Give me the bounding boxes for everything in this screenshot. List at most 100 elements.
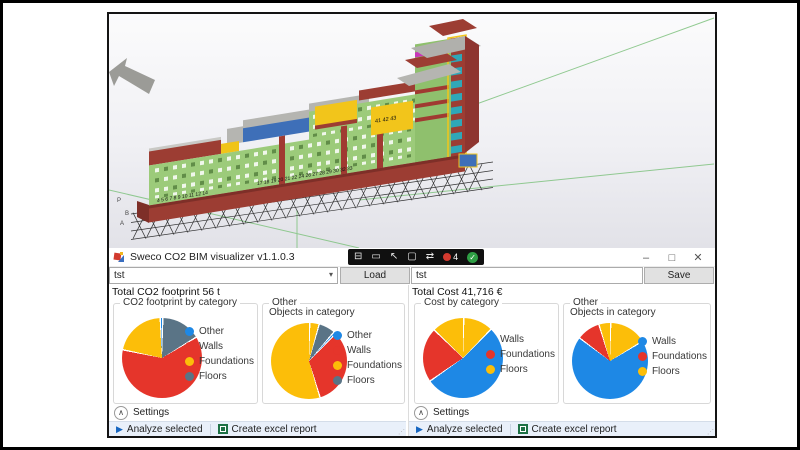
group-subtitle: Objects in category <box>269 307 355 318</box>
window-title: Sweco CO2 BIM visualizer v1.1.0.3 <box>130 251 295 263</box>
cost-objects-pie <box>572 323 648 399</box>
pile-grid <box>130 161 494 240</box>
legend-label: Other <box>198 326 224 337</box>
excel-icon <box>517 424 528 434</box>
load-file-combobox[interactable]: tst ▾ <box>109 267 338 284</box>
switch-icon[interactable]: ⇄ <box>425 251 435 262</box>
cost-objects-group: Other Objects in category Walls Foundati… <box>563 297 711 404</box>
group-title: Other <box>570 297 602 308</box>
close-button[interactable]: ✕ <box>693 252 703 264</box>
legend-label: Floors <box>346 375 375 386</box>
create-excel-report-button[interactable]: Create excel report <box>511 422 624 436</box>
legend-item: Walls <box>332 345 402 356</box>
group-title: Other <box>269 297 301 308</box>
axis-label-group: P B A <box>117 198 129 227</box>
legend-dot <box>485 365 495 374</box>
legend-dot <box>485 350 495 359</box>
co2-settings-expander[interactable]: ∧ Settings <box>109 404 169 421</box>
legend-dot <box>332 376 342 385</box>
toolbar-separator <box>509 423 511 435</box>
legend-item: Walls <box>637 336 707 347</box>
bim-3d-viewport[interactable]: 4 5 6 7 8 9 10 11 12 14 17 18 19 20 21 2… <box>109 14 715 248</box>
status-check-icon[interactable]: ✓ <box>467 251 479 263</box>
legend-label: Foundations <box>651 351 707 362</box>
analyze-selected-button[interactable]: ▶ Analyze selected <box>109 422 210 436</box>
legend-dot <box>184 327 194 336</box>
legend-item: Other <box>332 330 402 341</box>
legend-item: Foundations <box>637 351 707 362</box>
legend-label: Walls <box>499 334 525 345</box>
window-titlebar[interactable]: Sweco CO2 BIM visualizer v1.1.0.3 ⊟ ▭ ↖ … <box>109 248 715 267</box>
legend-dot <box>637 352 647 361</box>
load-button[interactable]: Load <box>340 267 410 284</box>
legend: Walls Foundations Floors <box>637 336 707 377</box>
legend-label: Floors <box>499 364 528 375</box>
legend-dot <box>332 331 342 340</box>
capture-toolbar: ⊟ ▭ ↖ ▢ ⇄ 4 ✓ <box>348 249 485 265</box>
cost-total-label: Total Cost 41,716 € <box>412 286 503 298</box>
chevron-up-icon: ∧ <box>414 405 428 420</box>
display-capture-icon[interactable]: ⊟ <box>354 251 363 262</box>
axis-label-b: B <box>125 211 129 217</box>
legend-dot <box>485 335 495 344</box>
legend-item: Foundations <box>184 356 254 367</box>
settings-label: Settings <box>133 407 170 418</box>
analyze-selected-button[interactable]: ▶ Analyze selected <box>409 422 510 436</box>
co2-panel: Total CO2 footprint 56 t CO2 footprint b… <box>109 285 408 436</box>
camera-icon[interactable]: ▭ <box>371 251 381 262</box>
play-icon: ▶ <box>116 423 123 434</box>
legend-label: Floors <box>651 366 680 377</box>
legend-label: Walls <box>651 336 677 347</box>
legend-item: Foundations <box>332 360 402 371</box>
legend-label: Other <box>346 330 372 341</box>
gray-arrow-geometry <box>109 58 155 94</box>
legend-label: Foundations <box>499 349 555 360</box>
legend-label: Foundations <box>346 360 402 371</box>
save-button[interactable]: Save <box>644 267 714 284</box>
toolbar-separator <box>209 423 211 435</box>
save-name-input[interactable]: tst <box>411 267 643 284</box>
grid-numbers-upper: 41 42 43 <box>375 115 396 124</box>
record-badge[interactable]: 4 <box>443 252 458 262</box>
group-title: CO2 footprint by category <box>120 297 240 308</box>
axis-label-p: P <box>117 198 121 204</box>
legend-item: Foundations <box>485 349 555 360</box>
content-frame: 4 5 6 7 8 9 10 11 12 14 17 18 19 20 21 2… <box>107 12 717 438</box>
group-title: Cost by category <box>421 297 503 308</box>
resize-grip-icon[interactable]: ⋰ <box>707 429 714 436</box>
legend-label: Walls <box>198 341 224 352</box>
chevron-down-icon: ▾ <box>328 270 333 279</box>
legend-item: Walls <box>184 341 254 352</box>
legend: Other Walls Foundations Floors <box>332 330 402 386</box>
co2-total-label: Total CO2 footprint 56 t <box>112 286 220 298</box>
legend-dot <box>184 342 194 351</box>
window-capture-icon[interactable]: ▢ <box>407 251 417 262</box>
co2-objects-group: Other Objects in category Other Walls Fo… <box>262 297 405 404</box>
cost-panel: Total Cost 41,716 € Cost by category Wal… <box>409 285 715 436</box>
group-subtitle: Objects in category <box>570 307 656 318</box>
legend: Other Walls Foundations Floors <box>184 326 254 382</box>
legend-dot <box>637 367 647 376</box>
co2-action-toolbar: ▶ Analyze selected Create excel report ⋰ <box>109 421 406 436</box>
create-excel-report-button[interactable]: Create excel report <box>211 422 324 436</box>
window-controls: – □ ✕ <box>633 248 711 267</box>
legend-item: Floors <box>485 364 555 375</box>
cost-by-category-group: Cost by category Walls Foundations Floor… <box>414 297 559 404</box>
chevron-up-icon: ∧ <box>114 405 128 420</box>
record-icon <box>443 253 452 261</box>
legend-label: Floors <box>198 371 227 382</box>
report-label: Create excel report <box>231 423 317 435</box>
report-label: Create excel report <box>531 423 617 435</box>
minimize-button[interactable]: – <box>642 251 650 264</box>
resize-grip-icon[interactable]: ⋰ <box>398 429 405 436</box>
cost-settings-expander[interactable]: ∧ Settings <box>409 404 469 421</box>
combobox-value: tst <box>114 270 125 281</box>
panel-row: Total CO2 footprint 56 t CO2 footprint b… <box>109 285 715 436</box>
co2-by-category-group: CO2 footprint by category Other Walls Fo… <box>113 297 258 404</box>
maximize-button[interactable]: □ <box>668 251 676 264</box>
record-count: 4 <box>453 252 459 262</box>
legend-dot <box>184 372 194 381</box>
analyze-label: Analyze selected <box>426 423 503 435</box>
cursor-icon[interactable]: ↖ <box>389 251 399 262</box>
file-bar: tst ▾ Load tst Save <box>109 267 715 285</box>
